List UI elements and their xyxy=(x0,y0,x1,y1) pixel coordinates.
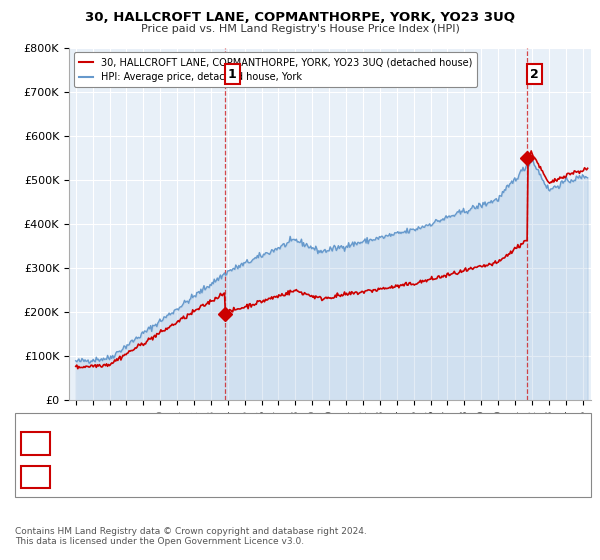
Text: 24-SEP-2021: 24-SEP-2021 xyxy=(66,469,145,483)
Text: 1: 1 xyxy=(228,68,236,81)
Legend: 30, HALLCROFT LANE, COPMANTHORPE, YORK, YO23 3UQ (detached house), HPI: Average : 30, HALLCROFT LANE, COPMANTHORPE, YORK, … xyxy=(74,53,478,87)
Text: Contains HM Land Registry data © Crown copyright and database right 2024.
This d: Contains HM Land Registry data © Crown c… xyxy=(15,526,367,546)
Text: 24% ↑ HPI: 24% ↑ HPI xyxy=(360,469,424,483)
Text: 2: 2 xyxy=(530,68,538,81)
Text: 14% ↓ HPI: 14% ↓ HPI xyxy=(360,436,424,449)
Text: 1: 1 xyxy=(31,436,40,449)
Text: Price paid vs. HM Land Registry's House Price Index (HPI): Price paid vs. HM Land Registry's House … xyxy=(140,24,460,34)
Text: £197,000: £197,000 xyxy=(228,436,285,449)
Text: 07-NOV-2003: 07-NOV-2003 xyxy=(66,436,145,449)
Text: 2: 2 xyxy=(31,469,40,483)
Text: 30, HALLCROFT LANE, COPMANTHORPE, YORK, YO23 3UQ: 30, HALLCROFT LANE, COPMANTHORPE, YORK, … xyxy=(85,11,515,24)
Text: £550,000: £550,000 xyxy=(228,469,285,483)
